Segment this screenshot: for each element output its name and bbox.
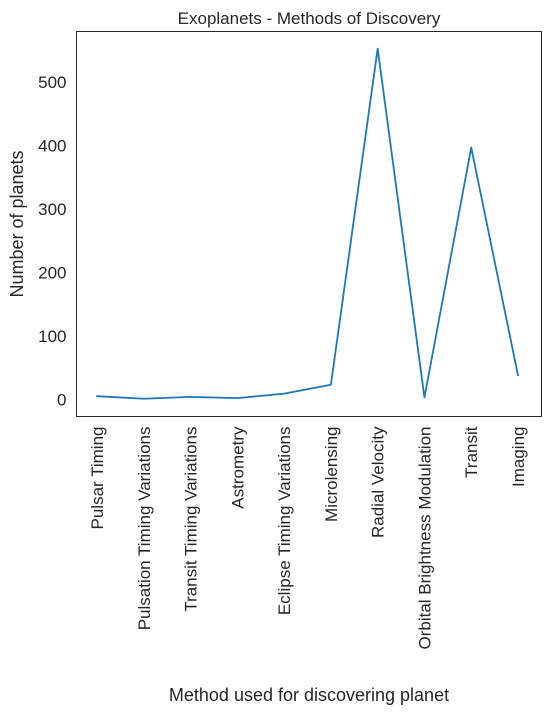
x-tick-label: Transit Timing Variations bbox=[182, 427, 201, 612]
x-tick-label: Orbital Brightness Modulation bbox=[415, 427, 434, 650]
x-tick-label: Microlensing bbox=[322, 427, 341, 522]
x-axis-label: Method used for discovering planet bbox=[169, 685, 449, 705]
y-tick-label: 400 bbox=[38, 137, 66, 156]
x-tick-label: Eclipse Timing Variations bbox=[275, 427, 294, 616]
plot-area bbox=[77, 32, 542, 417]
y-axis-label: Number of planets bbox=[7, 150, 27, 297]
y-tick-label: 0 bbox=[57, 390, 66, 409]
y-axis-ticks: 0 100 200 300 400 500 bbox=[38, 73, 66, 409]
x-tick-label: Transit bbox=[462, 426, 481, 478]
x-tick-label: Pulsation Timing Variations bbox=[135, 427, 154, 631]
x-axis-ticks: Pulsar Timing Pulsation Timing Variations… bbox=[88, 426, 528, 650]
y-tick-label: 500 bbox=[38, 73, 66, 92]
x-tick-label: Pulsar Timing bbox=[88, 427, 107, 530]
series-layer bbox=[97, 49, 518, 399]
x-tick-label: Radial Velocity bbox=[369, 426, 388, 538]
y-tick-label: 300 bbox=[38, 200, 66, 219]
series-line bbox=[97, 49, 518, 399]
y-tick-label: 100 bbox=[38, 327, 66, 346]
y-tick-label: 200 bbox=[38, 264, 66, 283]
x-tick-label: Imaging bbox=[509, 427, 528, 487]
chart-title: Exoplanets - Methods of Discovery bbox=[178, 9, 441, 28]
x-tick-label: Astrometry bbox=[228, 426, 247, 509]
